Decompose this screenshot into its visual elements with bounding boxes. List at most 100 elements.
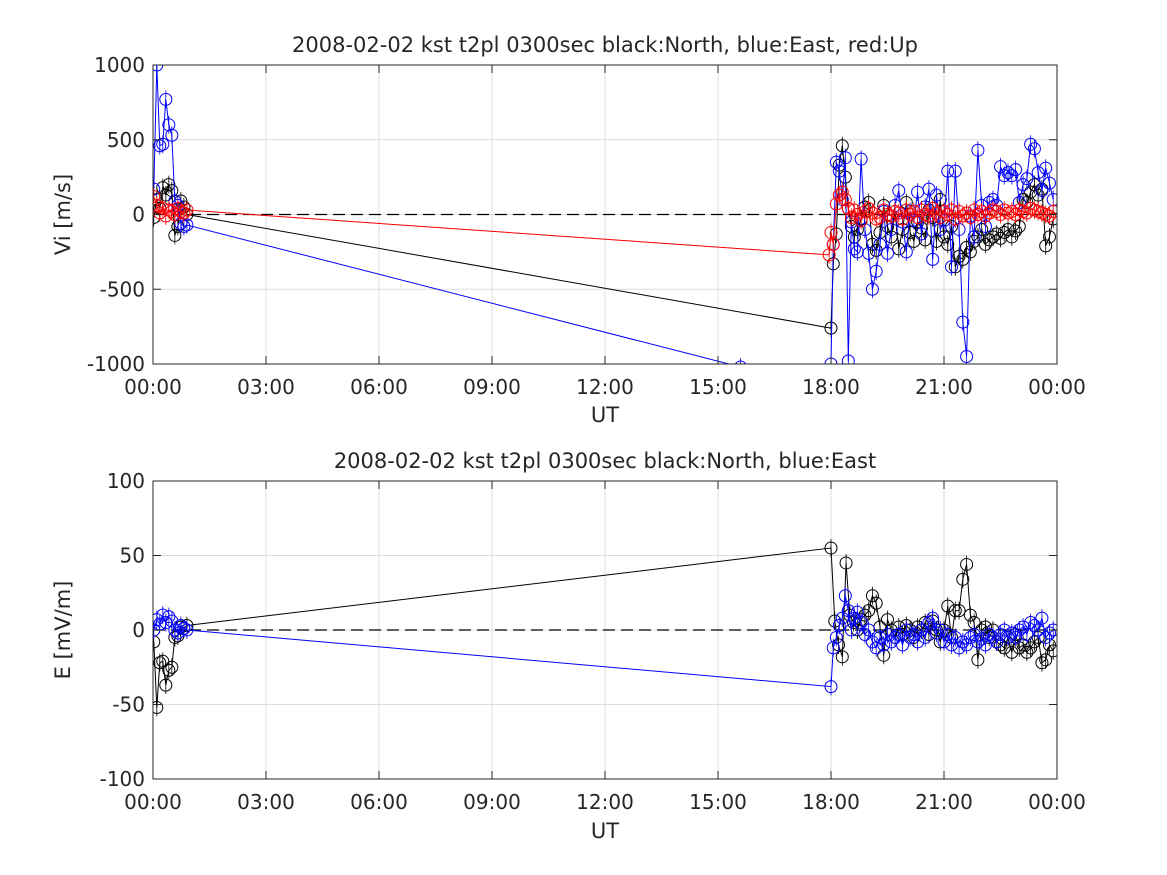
velocity-data [153, 65, 1057, 364]
velocity-series-2-point [1046, 205, 1057, 219]
electric-field-x-tick-label: 21:00 [915, 790, 973, 814]
electric-field-y-tick-label: 100 [107, 469, 145, 493]
velocity-series-0-point [835, 139, 849, 153]
electric-field-x-tick-label: 03:00 [237, 790, 295, 814]
electric-field-series-1-point [854, 616, 868, 630]
velocity-series-2-point [1005, 205, 1019, 219]
velocity-y-tick-label: -500 [100, 277, 145, 301]
electric-field-series-0-point [865, 589, 879, 603]
electric-field-series-0-point [839, 556, 853, 570]
velocity-series-1-point [850, 245, 864, 259]
electric-field-series-1-point [1024, 616, 1038, 630]
velocity-series-0-point [933, 193, 947, 207]
electric-field-series-0-point [1035, 656, 1049, 670]
velocity-series-2-point [862, 202, 876, 216]
velocity-series-2-point [997, 203, 1011, 217]
velocity-x-tick-label: 06:00 [350, 375, 408, 399]
velocity-series-1-point [156, 137, 170, 151]
electric-field-series-1-point [162, 610, 176, 624]
electric-field-series-1-point [914, 623, 928, 637]
velocity-series-1-point [854, 152, 868, 166]
velocity-series-2-point [873, 210, 887, 224]
electric-field-series-0-point [159, 678, 173, 692]
electric-field-series-1-point [873, 630, 887, 644]
velocity-series-0-point [907, 234, 921, 248]
velocity-series-1-point [1020, 172, 1034, 186]
velocity-series-2-point [838, 193, 852, 207]
velocity-series-1-point [862, 246, 876, 260]
velocity-series-0-point [941, 237, 955, 251]
electric-field-x-tick-label: 00:00 [1028, 790, 1086, 814]
velocity-series-1-point [929, 188, 943, 202]
electric-field-series-0-point [153, 656, 167, 670]
electric-field-series-1-point [899, 623, 913, 637]
electric-field-data [153, 539, 1057, 717]
electric-field-series-1-point [824, 680, 838, 694]
velocity-panel: 2008-02-02 kst t2pl 0300sec black:North,… [51, 33, 1086, 427]
velocity-x-tick-label: 00:00 [1028, 375, 1086, 399]
velocity-series-1-point [941, 164, 955, 178]
electric-field-series-0-point [1039, 653, 1053, 667]
velocity-series-1-point [858, 222, 872, 236]
electric-field-series-1-point [918, 630, 932, 644]
electric-field-series-0-point [960, 557, 974, 571]
velocity-series-2-point [937, 205, 951, 219]
velocity-series-1-point [838, 151, 852, 165]
electric-field-series-1-point [165, 614, 179, 628]
electric-field-series-1-point [1035, 611, 1049, 625]
velocity-series-2-point [854, 213, 868, 227]
electric-field-series-1-point [1039, 630, 1053, 644]
velocity-series-2-point [971, 208, 985, 221]
electric-field-series-1-point [922, 616, 936, 630]
velocity-series-1-point [1031, 166, 1045, 180]
velocity-series-1-point [956, 315, 970, 329]
electric-field-series-0-point [862, 604, 876, 618]
velocity-series-1-point [1024, 137, 1038, 151]
electric-field-series-1-point [862, 623, 876, 637]
electric-field-series-1-point [1042, 626, 1056, 640]
electric-field-series-1-point [1020, 627, 1034, 641]
electric-field-series-1-point [967, 627, 981, 641]
velocity-series-0-point [986, 230, 1000, 244]
velocity-series-1-point [869, 264, 883, 278]
velocity-series-1-point [881, 246, 894, 260]
velocity-series-2-point [960, 206, 974, 220]
velocity-series-1-point [1035, 184, 1049, 198]
velocity-series-2-point [952, 205, 966, 219]
velocity-series-1-point [159, 92, 173, 106]
velocity-x-tick-label: 00:00 [124, 375, 182, 399]
electric-field-series-1-point [1016, 620, 1030, 634]
velocity-series-0-point [1009, 224, 1023, 238]
velocity-series-0-point [975, 222, 989, 236]
electric-field-series-1-point [177, 622, 191, 636]
electric-field-panel-ylabel: E [mV/m] [51, 581, 75, 680]
electric-field-x-tick-label: 12:00 [576, 790, 634, 814]
electric-field-y-tick-label: -50 [112, 693, 145, 717]
electric-field-series-1-point [986, 630, 1000, 644]
velocity-series-0-point [1039, 239, 1053, 253]
electric-field-series-0-point [869, 596, 883, 610]
electric-field-series-1-point [990, 635, 1004, 649]
velocity-series-1-point [926, 252, 940, 266]
velocity-series-1-point [1042, 176, 1056, 190]
electric-field-x-tick-label: 06:00 [350, 790, 408, 814]
electric-field-series-1-point [994, 627, 1007, 641]
velocity-series-2-point [847, 203, 861, 217]
velocity-series-0-point [997, 225, 1011, 239]
electric-field-series-0-point [952, 604, 966, 618]
velocity-series-2-point [990, 205, 1004, 219]
electric-field-panel: 2008-02-02 kst t2pl 0300sec black:North,… [51, 449, 1086, 843]
electric-field-series-0-point [941, 599, 955, 613]
velocity-x-tick-label: 09:00 [463, 375, 521, 399]
velocity-series-1-point [153, 65, 164, 72]
electric-field-x-tick-label: 15:00 [689, 790, 747, 814]
velocity-series-0-point [829, 227, 843, 241]
electric-field-series-1-point [896, 638, 910, 652]
electric-field-series-1-point [1046, 623, 1057, 637]
velocity-panel-ylabel: Vi [m/s] [51, 174, 75, 255]
velocity-series-2-point [899, 203, 913, 217]
velocity-series-1-point [945, 260, 959, 274]
velocity-series-1-point [1001, 166, 1015, 180]
velocity-series-0-point [1012, 219, 1026, 233]
